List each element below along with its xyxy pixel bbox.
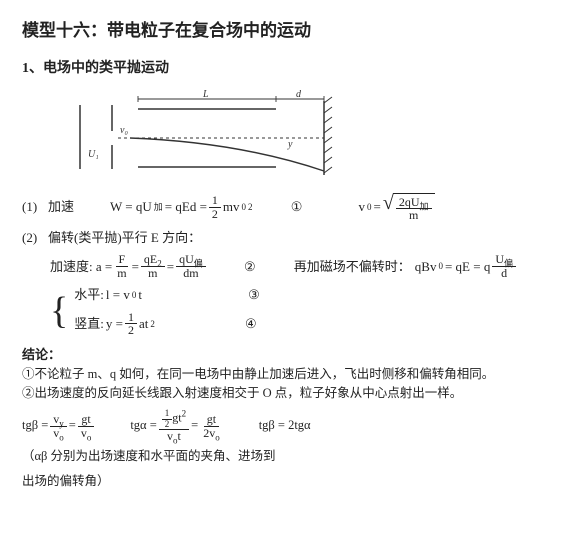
formula-tga: tgα = 12gt2 vot = gt2vo [130, 409, 222, 442]
section-title: 1、电场中的类平抛运动 [22, 58, 565, 79]
formula-relation: tgβ = 2tgα [259, 416, 311, 435]
label-d: d [296, 89, 302, 100]
label-magnetic: 再加磁场不偏转时： [294, 257, 411, 277]
formula-magnetic: qBv0 = qE = q U偏d [415, 253, 516, 279]
formula-v0: v0 = √ 2qU加m [359, 193, 435, 222]
page-title: 模型十六：带电粒子在复合场中的运动 [22, 18, 565, 44]
equation-row-1: (1) 加速 W = qU加 = qEd = 12 mv02 ① v0 = √ … [22, 193, 565, 222]
formula-tgb: tgβ = vyvo = gtvo [22, 413, 94, 439]
label-y: y [287, 139, 293, 150]
circle-2: ② [242, 257, 258, 277]
formula-work: W = qU加 = qEd = 12 mv02 [110, 194, 253, 220]
left-brace-icon: { [50, 292, 68, 330]
formula-horizontal: 水平: l = v0t ③ [74, 285, 262, 305]
circle-1: ① [289, 197, 305, 217]
label-L: L [202, 89, 209, 100]
equation-row-accel: 加速度: a = Fm = qE2m = qU偏dm ② 再加磁场不偏转时： q… [50, 253, 565, 279]
formula-vertical: 竖直: y = 12 at2 ④ [74, 311, 262, 337]
label-accel: 加速 [48, 197, 74, 217]
conclusion-heading: 结论： [22, 345, 565, 365]
item-number-1: (1) [22, 197, 44, 217]
equation-row-tangent: tgβ = vyvo = gtvo tgα = 12gt2 vot = gt2v… [22, 409, 565, 466]
conclusion-1: ①不论粒子 m、q 如何，在同一电场中由静止加速后进入，飞出时侧移和偏转角相同。 [22, 365, 565, 384]
conclusion-2: ②出场速度的反向延长线跟入射速度相交于 O 点，粒子好象从中心点射出一样。 [22, 384, 565, 403]
label-v0: v₀ [120, 125, 128, 136]
item-2-label: (2) 偏转(类平抛)平行 E 方向： [22, 228, 565, 248]
physics-document-page: 模型十六：带电粒子在复合场中的运动 1、电场中的类平抛运动 L v₀ U₁ y … [0, 0, 587, 548]
projectile-diagram: L v₀ U₁ y d [68, 87, 358, 183]
brace-group: { 水平: l = v0t ③ 竖直: y = 12 at2 ④ [50, 285, 565, 337]
label-U1: U₁ [88, 149, 99, 160]
note-text: （αβ 分别为出场速度和水平面的夹角、进场到 [22, 447, 276, 466]
circle-4: ④ [243, 314, 259, 334]
tail-text: 出场的偏转角） [22, 472, 565, 491]
circle-3: ③ [246, 285, 262, 305]
formula-acceleration: 加速度: a = Fm = qE2m = qU偏dm [50, 253, 206, 279]
